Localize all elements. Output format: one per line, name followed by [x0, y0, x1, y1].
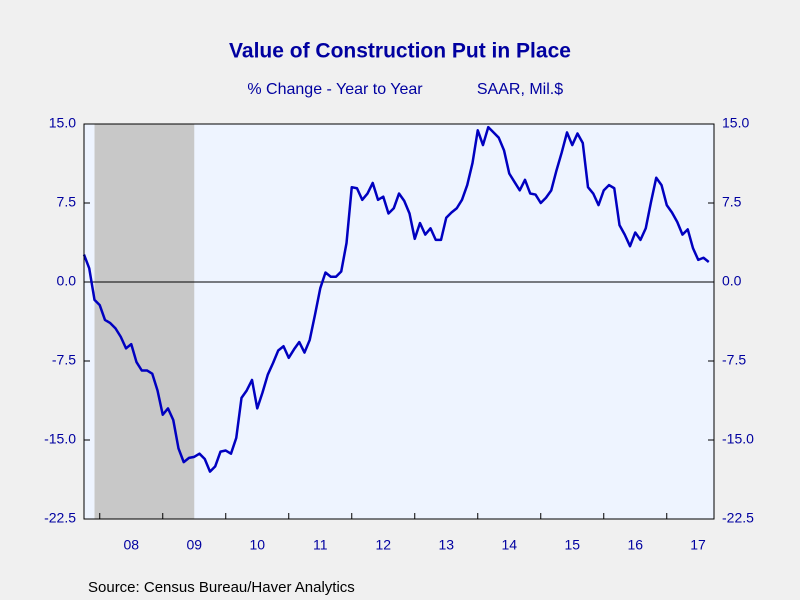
x-tick-label: 09 [186, 537, 202, 553]
y2-tick-label: 0.0 [722, 273, 742, 289]
x-tick-label: 13 [438, 537, 454, 553]
subtitle: % Change - Year to Year [247, 81, 423, 98]
y2-tick-label: 15.0 [722, 115, 749, 131]
y2-tick-label: 7.5 [722, 194, 742, 210]
x-tick-label: 08 [123, 537, 139, 553]
x-tick-label: 17 [690, 537, 706, 553]
y-tick-label: 7.5 [57, 194, 77, 210]
y-tick-label: -22.5 [44, 510, 76, 526]
x-tick-label: 16 [627, 537, 643, 553]
y-tick-label: 15.0 [49, 115, 76, 131]
y2-tick-label: -22.5 [722, 510, 754, 526]
y2-tick-label: -7.5 [722, 352, 746, 368]
y2-tick-label: -15.0 [722, 431, 754, 447]
source: Source: Census Bureau/Haver Analytics [88, 579, 355, 596]
y-tick-label: -15.0 [44, 431, 76, 447]
subtitle: SAAR, Mil.$ [477, 81, 563, 98]
x-tick-label: 12 [375, 537, 391, 553]
y-tick-label: -7.5 [52, 352, 76, 368]
recession-band [94, 124, 195, 519]
plot-border [83, 123, 715, 520]
x-tick-label: 14 [501, 537, 517, 553]
x-tick-label: 11 [313, 537, 328, 553]
x-tick-label: 15 [564, 537, 580, 553]
data-line [82, 125, 710, 473]
chart-title: Value of Construction Put in Place [229, 40, 571, 63]
x-tick-label: 10 [249, 537, 265, 553]
y-tick-label: 0.0 [57, 273, 77, 289]
